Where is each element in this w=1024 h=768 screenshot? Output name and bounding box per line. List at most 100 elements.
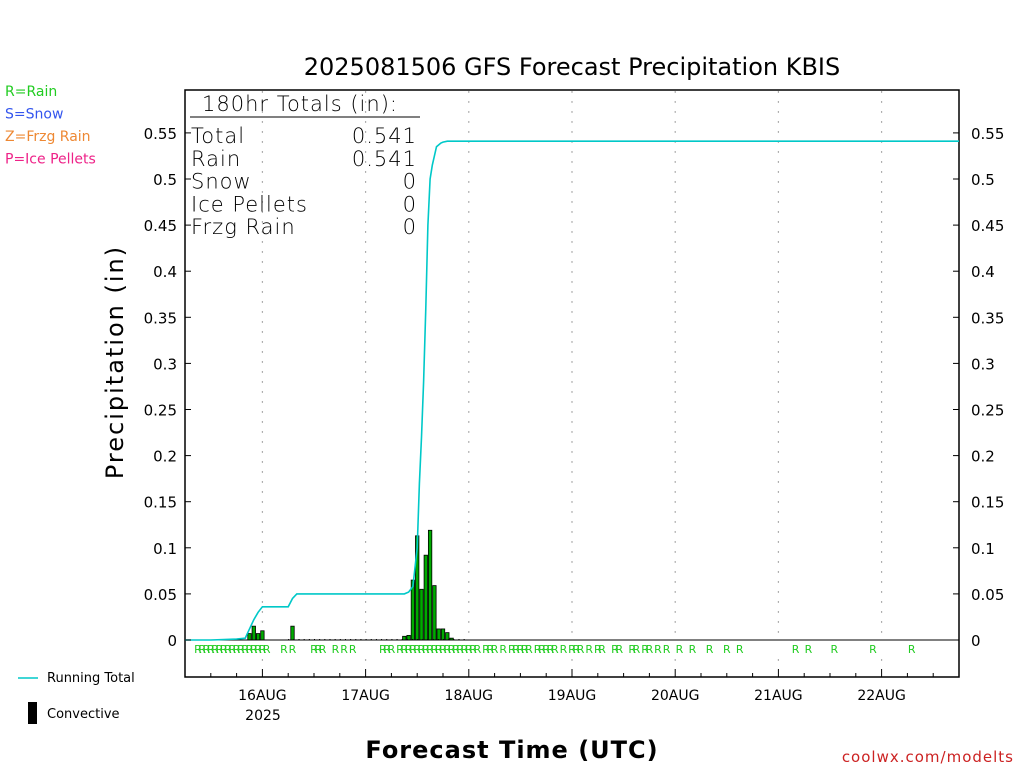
grid-dot bbox=[777, 301, 780, 303]
grid-dot bbox=[261, 501, 264, 503]
grid-dot bbox=[674, 251, 676, 253]
grid-dot bbox=[777, 511, 780, 513]
grid-dot bbox=[777, 611, 780, 613]
grid-dot bbox=[777, 211, 780, 213]
grid-dot bbox=[468, 341, 470, 343]
grid-dot bbox=[468, 311, 470, 313]
convective-bar bbox=[402, 635, 407, 641]
grid-dot bbox=[880, 341, 883, 343]
rain-marker: R bbox=[405, 643, 413, 656]
grid-dot bbox=[880, 241, 883, 243]
grid-dot bbox=[880, 261, 883, 263]
grid-dot bbox=[468, 221, 470, 223]
grid-dot bbox=[364, 521, 367, 523]
grid-dot bbox=[880, 411, 883, 413]
x-axis-label: Forecast Time (UTC) bbox=[365, 736, 658, 764]
rain-marker: R bbox=[439, 643, 447, 656]
grid-dot bbox=[880, 371, 883, 373]
grid-dot bbox=[364, 351, 367, 353]
rain-marker: R bbox=[289, 643, 297, 656]
rain-marker: R bbox=[263, 643, 271, 656]
grid-dot bbox=[777, 191, 780, 193]
grid-dot bbox=[674, 481, 676, 483]
grid-dot bbox=[674, 571, 676, 573]
grid-dot bbox=[468, 351, 470, 353]
grid-dot bbox=[261, 481, 264, 483]
rain-marker: R bbox=[203, 643, 211, 656]
grid-dot bbox=[261, 611, 264, 613]
rain-marker: R bbox=[452, 643, 460, 656]
grid-dot bbox=[261, 511, 264, 513]
grid-dot bbox=[674, 271, 676, 273]
rain-marker: R bbox=[641, 643, 649, 656]
grid-dot bbox=[364, 301, 367, 303]
grid-dot bbox=[571, 451, 573, 453]
rain-marker: R bbox=[736, 643, 744, 656]
grid-dot bbox=[364, 91, 367, 93]
grid-dot bbox=[261, 281, 264, 283]
y-tick-label: 0.2 bbox=[971, 448, 995, 466]
grid-dot bbox=[468, 361, 470, 363]
y-axis-left: 0 0.05 0.1 0.15 0.2 0.25 0.3 0.35 0.4 0.45 0.5 0.55 bbox=[144, 125, 191, 650]
grid-dot bbox=[777, 201, 780, 203]
grid-dot bbox=[777, 421, 780, 423]
grid-dot bbox=[571, 271, 573, 273]
grid-dot bbox=[364, 471, 367, 473]
grid-dot bbox=[674, 301, 676, 303]
grid-dot bbox=[674, 659, 676, 661]
grid-dot bbox=[880, 471, 883, 473]
grid-dot bbox=[468, 111, 470, 113]
grid-dot bbox=[571, 601, 573, 603]
grid-dot bbox=[261, 101, 264, 103]
grid-dot bbox=[674, 171, 676, 173]
chart-title: 2025081506 GFS Forecast Precipitation KB… bbox=[304, 53, 841, 81]
grid-dot bbox=[777, 281, 780, 283]
grid-dot bbox=[777, 101, 780, 103]
grid-dot bbox=[880, 181, 883, 183]
grid-dot bbox=[777, 271, 780, 273]
grid-dot bbox=[880, 401, 883, 403]
rain-marker: R bbox=[246, 643, 254, 656]
rain-marker: R bbox=[431, 643, 439, 656]
y-tick-label: 0.5 bbox=[971, 171, 995, 189]
grid-dot bbox=[364, 481, 367, 483]
grid-dot bbox=[261, 411, 264, 413]
grid-dot bbox=[571, 151, 573, 153]
grid-dot bbox=[880, 391, 883, 393]
legend-entry: Convective bbox=[47, 707, 120, 722]
grid-dot bbox=[571, 281, 573, 283]
grid-dot bbox=[674, 211, 676, 213]
grid-dot bbox=[468, 421, 470, 423]
grid-dot bbox=[880, 501, 883, 503]
grid-dot bbox=[571, 411, 573, 413]
grid-dot bbox=[364, 291, 367, 293]
rain-marker: R bbox=[254, 643, 262, 656]
x-tick-label: 22AUG bbox=[857, 688, 906, 704]
grid-dot bbox=[777, 531, 780, 533]
rain-marker: R bbox=[400, 643, 408, 656]
precip-type-legend: R=Rain S=Snow Z=Frzg Rain P=Ice Pellets bbox=[5, 84, 96, 168]
rain-marker: R bbox=[654, 643, 662, 656]
grid-dot bbox=[468, 591, 470, 593]
y-tick-label: 0.05 bbox=[144, 586, 177, 604]
rain-marker: R bbox=[577, 643, 585, 656]
grid-dot bbox=[880, 451, 883, 453]
grid-dot bbox=[571, 101, 573, 103]
totals-label: Total bbox=[191, 124, 245, 148]
rain-marker: R bbox=[611, 643, 619, 656]
grid-dot bbox=[364, 311, 367, 313]
rain-marker: R bbox=[435, 643, 443, 656]
grid-dot bbox=[777, 631, 780, 633]
grid-dot bbox=[880, 121, 883, 123]
rain-marker: R bbox=[572, 643, 580, 656]
rain-marker: R bbox=[663, 643, 671, 656]
rain-marker: R bbox=[220, 643, 228, 656]
grid-dot bbox=[468, 531, 470, 533]
rain-marker: R bbox=[805, 643, 813, 656]
grid-dot bbox=[261, 181, 264, 183]
rain-marker: R bbox=[418, 643, 426, 656]
grid-dot bbox=[571, 621, 573, 623]
grid-dot bbox=[777, 231, 780, 233]
grid-dot bbox=[468, 561, 470, 563]
type-legend-entry: Z=Frzg Rain bbox=[5, 129, 91, 145]
